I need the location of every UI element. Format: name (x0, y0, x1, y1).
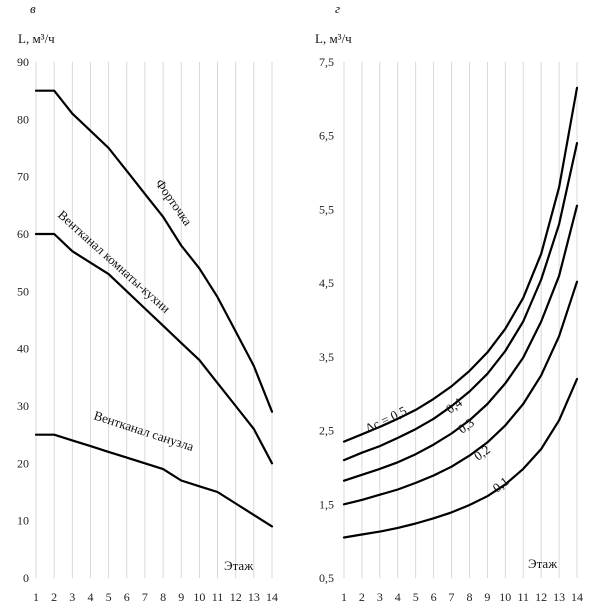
y-tick-label: 0,5 (319, 571, 334, 585)
x-tick-label: 5 (106, 590, 112, 604)
x-tick-label: 8 (466, 590, 472, 604)
x-axis-label: Этаж (224, 558, 254, 573)
series-line (342, 204, 579, 482)
series-line (342, 280, 579, 506)
x-tick-label: 9 (484, 590, 490, 604)
x-tick-label: 7 (142, 590, 148, 604)
x-tick-label: 14 (571, 590, 583, 604)
y-tick-label: 7,5 (319, 55, 334, 69)
x-tick-label: 10 (193, 590, 205, 604)
y-tick-label: 3,5 (319, 350, 334, 364)
x-tick-label: 13 (553, 590, 565, 604)
series-line (34, 89, 274, 413)
x-tick-label: 6 (431, 590, 437, 604)
y-tick-label: 4,5 (319, 276, 334, 290)
series-line (342, 86, 579, 443)
x-tick-label: 4 (87, 590, 93, 604)
x-tick-label: 13 (248, 590, 260, 604)
y-tick-label: 6,5 (319, 129, 334, 143)
x-tick-label: 10 (499, 590, 511, 604)
y-tick-label: 0 (23, 571, 29, 585)
x-tick-label: 14 (266, 590, 278, 604)
series-label: Форточка (153, 176, 196, 228)
x-tick-label: 12 (230, 590, 242, 604)
panel-label: в (30, 1, 36, 16)
x-tick-label: 2 (359, 590, 365, 604)
y-tick-label: 5,5 (319, 202, 334, 216)
y-axis-label: L, м³/ч (315, 31, 352, 46)
x-tick-label: 7 (449, 590, 455, 604)
series-label: Δc = 0,5 (363, 403, 409, 436)
x-tick-label: 12 (535, 590, 547, 604)
y-tick-label: 60 (17, 227, 29, 241)
y-tick-label: 90 (17, 55, 29, 69)
x-tick-label: 5 (413, 590, 419, 604)
x-tick-label: 3 (377, 590, 383, 604)
series-line (342, 377, 579, 539)
x-tick-label: 11 (517, 590, 529, 604)
x-tick-label: 8 (160, 590, 166, 604)
x-tick-label: 1 (33, 590, 39, 604)
x-tick-label: 11 (212, 590, 224, 604)
y-tick-label: 40 (17, 342, 29, 356)
x-tick-label: 2 (51, 590, 57, 604)
series-label: Вентканал комнаты-кухни (55, 207, 173, 316)
x-tick-label: 6 (124, 590, 130, 604)
x-tick-label: 1 (341, 590, 347, 604)
y-tick-label: 80 (17, 112, 29, 126)
y-tick-label: 10 (17, 514, 29, 528)
y-tick-label: 30 (17, 399, 29, 413)
y-tick-label: 20 (17, 456, 29, 470)
y-axis-label: L, м³/ч (18, 31, 55, 46)
y-tick-label: 50 (17, 284, 29, 298)
x-tick-label: 4 (395, 590, 401, 604)
y-tick-label: 70 (17, 170, 29, 184)
panel-label: г (335, 1, 340, 16)
series-label: 0,2 (471, 442, 493, 464)
series-line (342, 142, 579, 462)
series-line (34, 232, 274, 465)
series-label: Вентканал санузла (92, 408, 196, 455)
x-axis-label: Этаж (528, 556, 558, 571)
y-tick-label: 2,5 (319, 424, 334, 438)
series-line (34, 433, 274, 528)
chart-panel-2: 0,51,52,53,54,55,56,57,51 2 3 4 5 6 7 8 9 10 11 12 1… (315, 1, 583, 604)
x-tick-label: 9 (178, 590, 184, 604)
x-tick-label: 3 (69, 590, 75, 604)
y-tick-label: 1,5 (319, 497, 334, 511)
